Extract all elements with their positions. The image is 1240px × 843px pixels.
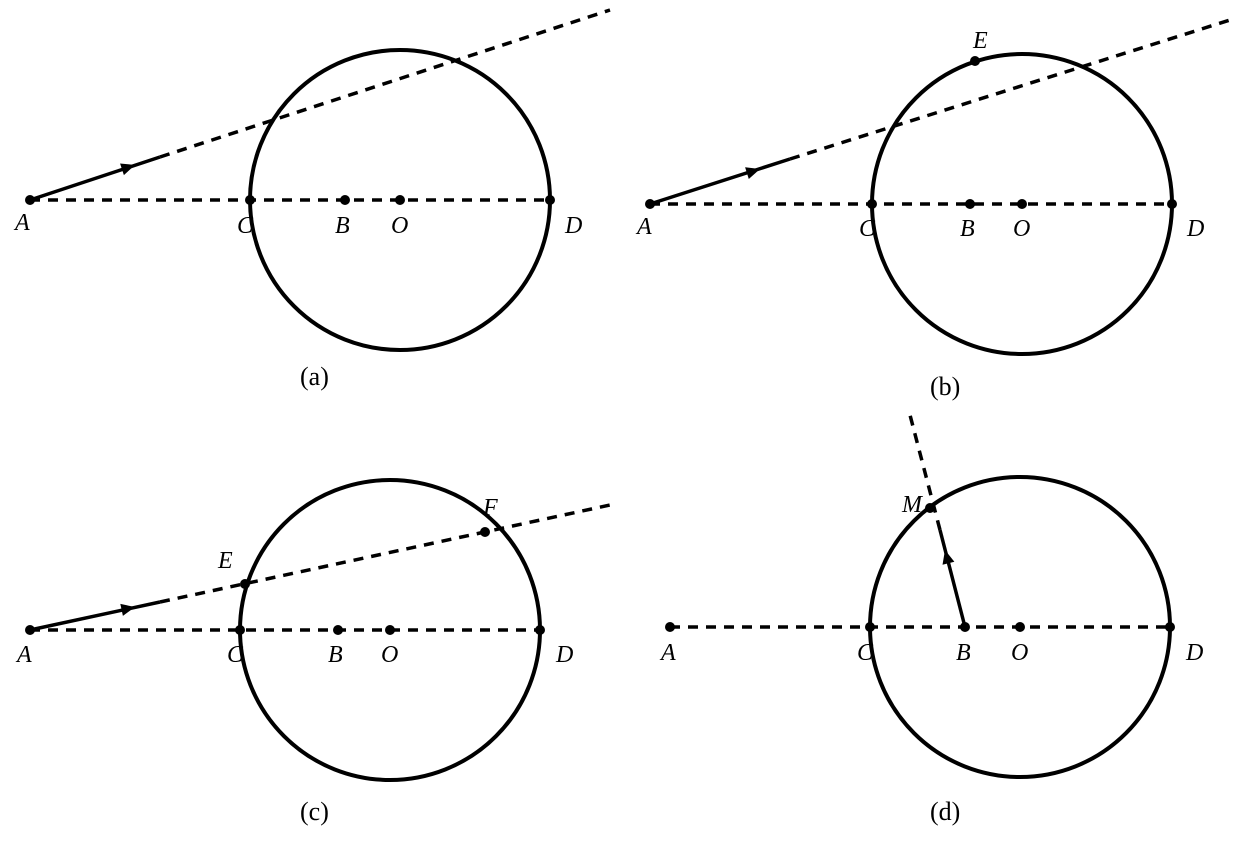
label-a: A [13,210,30,236]
label-o: O [381,642,398,668]
label-f: F [482,495,498,521]
point-dot [25,195,35,205]
panel-caption: (d) [930,797,960,826]
point-dot [1017,199,1027,209]
diagram-canvas: A C B O D (a) A C B O D E (b) A C B O D E F (c) A C B O D M (d) [0,0,1240,843]
label-d: D [555,642,573,668]
label-d: D [564,213,582,239]
panel-d: A C B O D M (d) [659,415,1203,826]
point-dot [1167,199,1177,209]
panel-a: A C B O D (a) [13,10,610,391]
ray-solid [30,157,160,200]
point-dot [235,625,245,635]
point-dot [340,195,350,205]
panel-c: A C B O D E F (c) [15,480,610,826]
point-dot [865,622,875,632]
point-dot [395,195,405,205]
arrow-head-icon [745,167,760,179]
label-d: D [1185,640,1203,666]
label-b: B [335,213,350,239]
label-b: B [956,640,971,666]
point-dot [245,195,255,205]
point-dot [240,579,250,589]
label-b: B [328,642,343,668]
ray-solid [650,159,790,204]
label-e: E [217,548,233,574]
label-b: B [960,216,975,242]
label-e: E [972,28,988,54]
point-dot [480,527,490,537]
label-o: O [391,213,408,239]
point-dot [960,622,970,632]
point-dot [333,625,343,635]
label-a: A [659,640,676,666]
panel-caption: (a) [300,362,329,391]
panel-b: A C B O D E (b) [635,20,1230,401]
label-d: D [1186,216,1204,242]
ray-solid [940,530,965,627]
arrow-head-icon [120,163,135,175]
ray-solid [30,602,160,630]
point-dot [867,199,877,209]
point-dot [925,503,935,513]
point-dot [385,625,395,635]
arrow-head-icon [120,604,135,616]
point-dot [965,199,975,209]
point-dot [970,56,980,66]
point-dot [1165,622,1175,632]
panel-caption: (c) [300,797,329,826]
label-c: C [237,213,254,239]
label-a: A [15,642,32,668]
panel-caption: (b) [930,372,960,401]
point-dot [535,625,545,635]
point-dot [645,199,655,209]
ray-dashed [790,20,1230,159]
label-o: O [1011,640,1028,666]
point-dot [25,625,35,635]
label-c: C [859,216,876,242]
label-c: C [227,642,244,668]
label-o: O [1013,216,1030,242]
label-m: M [901,492,924,518]
point-dot [1015,622,1025,632]
point-dot [545,195,555,205]
point-dot [665,622,675,632]
ray-dashed [160,10,610,157]
label-c: C [857,640,874,666]
label-a: A [635,214,652,240]
